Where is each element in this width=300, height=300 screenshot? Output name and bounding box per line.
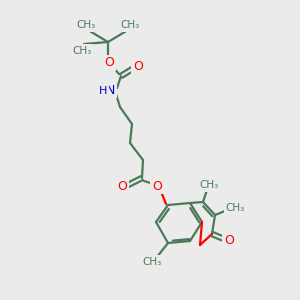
Text: N: N (105, 83, 115, 97)
Text: O: O (133, 59, 143, 73)
Text: O: O (224, 235, 234, 248)
Text: CH₃: CH₃ (225, 203, 244, 213)
Text: O: O (152, 179, 162, 193)
Text: CH₃: CH₃ (142, 257, 162, 267)
Text: CH₃: CH₃ (72, 46, 92, 56)
Text: O: O (117, 179, 127, 193)
Text: CH₃: CH₃ (200, 180, 219, 190)
Text: H: H (99, 86, 107, 96)
Text: CH₃: CH₃ (76, 20, 96, 30)
Text: O: O (104, 56, 114, 70)
Text: CH₃: CH₃ (120, 20, 140, 30)
